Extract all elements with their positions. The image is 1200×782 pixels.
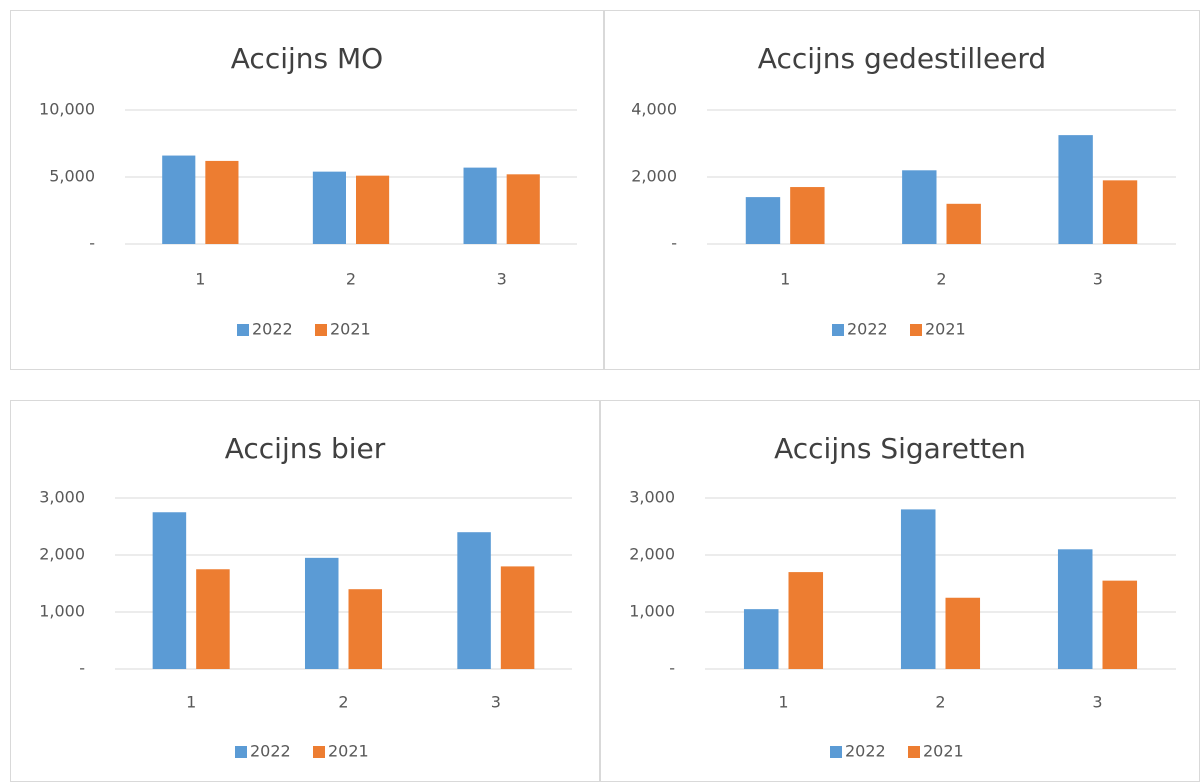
bar (1058, 135, 1093, 244)
legend-label: 2022 (845, 742, 886, 761)
x-tick-label: 3 (1093, 270, 1103, 289)
y-tick-label: - (79, 659, 85, 678)
bar (900, 509, 936, 669)
bar (788, 572, 824, 669)
legend-label: 2021 (925, 320, 966, 339)
bar (196, 569, 230, 669)
y-tick-label: 3,000 (629, 488, 675, 507)
chart-title: Accijns gedestilleerd (758, 42, 1046, 75)
x-tick-label: 3 (1092, 693, 1102, 712)
bar (312, 171, 346, 244)
bar (463, 167, 497, 244)
bar (743, 609, 779, 669)
y-tick-label: 10,000 (39, 100, 95, 119)
legend-swatch (313, 746, 325, 758)
chart-panel: Accijns Sigaretten - 1,000 2,000 3,000 1 2 3 202… (600, 400, 1200, 782)
legend-swatch (315, 324, 327, 336)
bar (1102, 180, 1138, 244)
legend-label: 2021 (328, 742, 369, 761)
y-tick-label: 2,000 (631, 167, 677, 186)
legend-label: 2022 (252, 320, 293, 339)
y-tick-label: 1,000 (39, 602, 85, 621)
y-tick-label: 3,000 (39, 488, 85, 507)
chart-title: Accijns Sigaretten (774, 432, 1026, 465)
panel-border (10, 10, 604, 370)
x-tick-label: 2 (338, 693, 348, 712)
bar (1057, 549, 1093, 669)
bar (1102, 580, 1138, 669)
legend-swatch (235, 746, 247, 758)
chart-title: Accijns MO (231, 42, 383, 75)
legend-swatch (830, 746, 842, 758)
x-tick-label: 1 (186, 693, 196, 712)
x-tick-label: 1 (778, 693, 788, 712)
bar (356, 175, 390, 244)
legend-swatch (910, 324, 922, 336)
legend-label: 2022 (250, 742, 291, 761)
bar (506, 174, 540, 244)
bar (945, 597, 981, 669)
bar (152, 512, 187, 669)
chart-panel: Accijns gedestilleerd - 2,000 4,000 1 2 3 2022 2… (604, 10, 1200, 370)
x-tick-label: 2 (935, 693, 945, 712)
bar (946, 203, 981, 244)
bar (790, 187, 825, 244)
y-tick-label: 2,000 (39, 545, 85, 564)
y-tick-label: 4,000 (631, 100, 677, 119)
bar (205, 160, 239, 244)
chart-panel: Accijns MO - 5,000 10,000 1 2 3 2022 2021 (10, 10, 604, 370)
legend-label: 2021 (330, 320, 371, 339)
legend-swatch (832, 324, 844, 336)
bar (500, 566, 535, 669)
y-tick-label: 5,000 (49, 167, 95, 186)
x-tick-label: 1 (780, 270, 790, 289)
chart-panel: Accijns bier - 1,000 2,000 3,000 1 2 3 2022 2021 (10, 400, 600, 782)
x-tick-label: 3 (497, 270, 507, 289)
bar (457, 532, 491, 669)
chart-title: Accijns bier (225, 432, 386, 465)
x-tick-label: 3 (491, 693, 501, 712)
y-tick-label: - (671, 234, 677, 253)
bar (745, 197, 781, 244)
y-tick-label: - (669, 659, 675, 678)
legend-label: 2021 (923, 742, 964, 761)
legend-swatch (908, 746, 920, 758)
y-tick-label: 2,000 (629, 545, 675, 564)
x-tick-label: 1 (195, 270, 205, 289)
bar (162, 155, 196, 244)
x-tick-label: 2 (936, 270, 946, 289)
y-tick-label: 1,000 (629, 602, 675, 621)
legend-swatch (237, 324, 249, 336)
legend-label: 2022 (847, 320, 888, 339)
x-tick-label: 2 (346, 270, 356, 289)
y-tick-label: - (89, 234, 95, 253)
bar (304, 557, 339, 669)
bar (348, 589, 383, 669)
bar (902, 170, 937, 244)
